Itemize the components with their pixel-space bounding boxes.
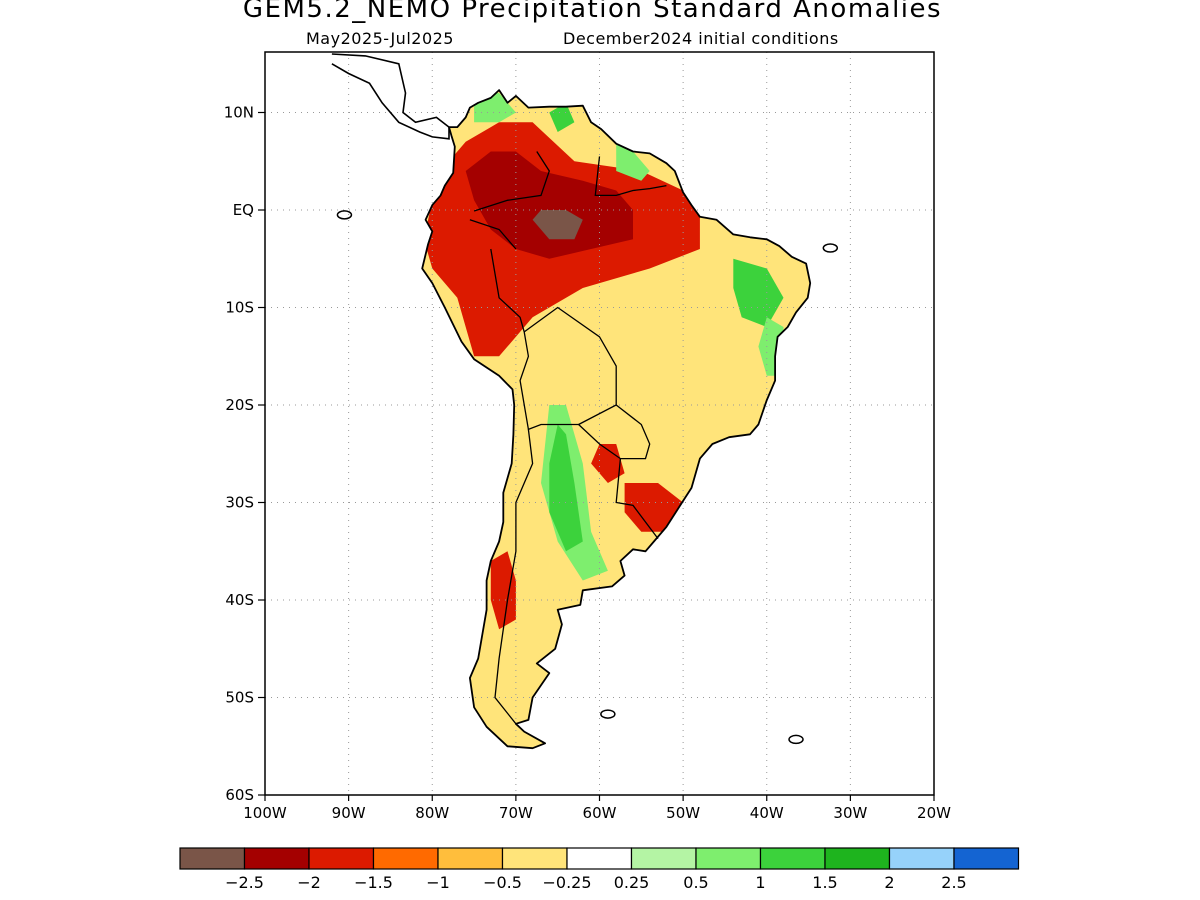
colorbar-swatch [179, 847, 246, 870]
lat-tick-label: EQ [233, 201, 254, 219]
colorbar-label: −2.5 [225, 873, 264, 892]
country-border [494, 429, 534, 725]
country-border [615, 458, 659, 539]
anomaly-region-paraguay-dry [591, 444, 625, 483]
lon-tick-label: 20W [917, 804, 951, 822]
colorbar-label: −0.5 [483, 873, 522, 892]
colorbar-swatch [372, 847, 439, 870]
colorbar-swatch [566, 847, 633, 870]
colorbar-label: 1 [755, 873, 765, 892]
island-falklands [600, 709, 616, 719]
colorbar-swatch [308, 847, 375, 870]
anomaly-region-northeast-brazil-wet [733, 258, 784, 327]
lon-tick-label: 30W [833, 804, 867, 822]
lat-tick-label: 30S [225, 494, 254, 512]
central-america-coastline [331, 53, 450, 140]
anomaly-region-amazon-drier-core [465, 151, 633, 259]
colorbar-label: −0.25 [542, 873, 591, 892]
colorbar-label: −1.5 [354, 873, 393, 892]
anomaly-region-argentina-wetter [549, 424, 583, 552]
country-border [473, 151, 551, 212]
colorbar-swatch [888, 847, 955, 870]
anomaly-region-venezuela-wet [549, 102, 575, 132]
colorbar-swatch [630, 847, 697, 870]
colorbar-swatch [759, 847, 826, 870]
lat-tick-label: 50S [225, 689, 254, 707]
colorbar-swatch [695, 847, 762, 870]
colorbar-label: 2 [884, 873, 894, 892]
colorbar-swatch [243, 847, 310, 870]
country-border [594, 156, 667, 197]
country-border [578, 404, 651, 460]
lat-tick-label: 10S [225, 299, 254, 317]
forecast-period: May2025-Jul2025 [306, 29, 454, 48]
colorbar-label: −2 [297, 873, 321, 892]
anomaly-region-amazon-driest-core [532, 210, 583, 240]
colorbar-swatch [953, 847, 1020, 870]
island-galapagos [336, 210, 353, 220]
colorbar-swatch [824, 847, 891, 870]
country-border [519, 331, 579, 431]
colorbar-label: 2.5 [941, 873, 966, 892]
lon-tick-label: 70W [499, 804, 533, 822]
initial-conditions: December2024 initial conditions [563, 29, 839, 48]
colorbar-label: 1.5 [812, 873, 837, 892]
colorbar-label: −1 [426, 873, 450, 892]
continent-coastline [421, 89, 812, 750]
country-border [490, 248, 525, 333]
island-fernando-de-noronha [822, 243, 839, 253]
colorbar-swatch [501, 847, 568, 870]
lat-tick-label: 20S [225, 396, 254, 414]
anomaly-shading [423, 93, 784, 630]
anomaly-region-central-chile-dry [490, 551, 516, 630]
country-border [469, 219, 517, 250]
lon-tick-label: 90W [332, 804, 366, 822]
colorbar: −2.5 −2 −1.5 −1 −0.5 −0.25 0.25 0.5 1 1.5 2 2.5 [179, 847, 1020, 892]
chart-title: GEM5.2_NEMO Precipitation Standard Anoma… [242, 0, 943, 24]
lat-tick-label: 60S [225, 786, 254, 804]
colorbar-label: 0.5 [683, 873, 708, 892]
coastline-and-borders [331, 53, 839, 750]
colorbar-label: 0.25 [614, 873, 650, 892]
lon-tick-label: 50W [666, 804, 700, 822]
anomaly-region-south-brazil-dry [624, 483, 684, 532]
lon-tick-label: 40W [750, 804, 784, 822]
island-south-georgia [788, 734, 804, 745]
lon-tick-label: 100W [243, 804, 287, 822]
country-border [523, 306, 617, 426]
lon-tick-label: 60W [583, 804, 617, 822]
lon-tick-label: 80W [415, 804, 449, 822]
anomaly-region-guiana-wet [616, 141, 650, 181]
lat-tick-label: 10N [224, 104, 254, 122]
colorbar-swatch [437, 847, 504, 870]
lat-tick-label: 40S [225, 591, 254, 609]
